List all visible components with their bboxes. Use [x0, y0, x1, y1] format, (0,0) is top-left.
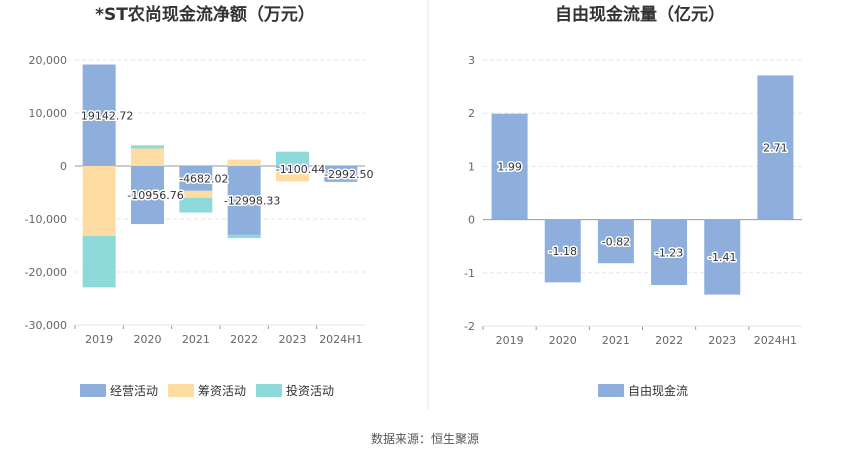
bar-free_cash_flow-2023[interactable] [704, 219, 741, 295]
bar-investing-2021[interactable] [179, 197, 213, 213]
data-label-2021: -0.82 [602, 235, 630, 248]
data-label-2022: -12998.33 [224, 194, 280, 207]
data-label-2023: -1100.44 [276, 163, 325, 176]
right-chart-legend: 自由现金流 [598, 383, 688, 398]
y-tick-label: 20,000 [29, 54, 68, 67]
bar-financing-2020[interactable] [131, 148, 164, 166]
x-tick-label: 2023 [279, 333, 307, 346]
data-label-2019: 1.99 [497, 161, 522, 174]
legend-item-operating[interactable]: 经营活动 [80, 384, 158, 398]
bar-financing-2023[interactable] [276, 171, 309, 182]
x-tick-label: 2022 [230, 333, 258, 346]
x-tick-label: 2024H1 [319, 333, 362, 346]
right-chart: 自由现金流量（亿元） 3 2 1 0 -1 -2 1.99 -1.18 -0.82 -1.23 -… [464, 4, 802, 398]
right-chart-title: 自由现金流量（亿元） [555, 4, 725, 25]
right-chart-y-axis: 3 2 1 0 -1 -2 [464, 54, 475, 333]
x-tick-label: 2020 [134, 333, 162, 346]
bar-free_cash_flow-2020[interactable] [544, 219, 581, 283]
legend-label-investing: 投资活动 [286, 383, 334, 398]
legend-label-financing: 筹资活动 [198, 384, 246, 398]
left-chart-x-axis: 2019 2020 2021 2022 2023 2024H1 [74, 324, 365, 346]
right-chart-bars [491, 75, 794, 295]
data-label-2023: -1.41 [708, 251, 736, 264]
right-chart-data-labels: 1.99 -1.18 -0.82 -1.23 -1.41 2.71 [496, 140, 789, 266]
bar-free_cash_flow-2024H1[interactable] [757, 75, 794, 220]
y-tick-label: 0 [468, 214, 475, 227]
right-chart-x-axis: 2019 2020 2021 2022 2023 2024H1 [482, 325, 802, 347]
y-tick-label: -2 [464, 320, 475, 333]
data-label-2024H1: 2.71 [763, 142, 788, 155]
x-tick-label: 2023 [708, 334, 736, 347]
legend-item-financing[interactable]: 筹资活动 [168, 384, 246, 398]
right-chart-grid [483, 59, 802, 327]
y-tick-label: -30,000 [25, 319, 67, 332]
y-tick-label: 10,000 [29, 107, 68, 120]
data-label-2019: 19142.72 [81, 109, 134, 122]
y-tick-label: -10,000 [25, 213, 67, 226]
x-tick-label: 2020 [549, 334, 577, 347]
x-tick-label: 2019 [85, 333, 113, 346]
legend-item-free-cash-flow[interactable]: 自由现金流 [598, 383, 688, 398]
bar-free_cash_flow-2022[interactable] [651, 219, 688, 286]
bar-operating-2023[interactable] [276, 166, 309, 172]
bar-operating-2021[interactable] [179, 166, 213, 191]
bar-financing-2022[interactable] [227, 159, 261, 166]
bar-investing-2020[interactable] [131, 145, 164, 149]
x-tick-label: 2019 [496, 334, 524, 347]
bar-financing-2019[interactable] [82, 166, 116, 236]
y-tick-label: 0 [60, 160, 67, 173]
data-label-2024H1: -2992.50 [324, 168, 373, 181]
legend-item-investing[interactable]: 投资活动 [256, 383, 334, 398]
left-chart-data-labels: 19142.72 -10956.76 -4682.02 -12998.33 -1100.… [79, 108, 375, 209]
x-tick-label: 2022 [655, 334, 683, 347]
data-label-2022: -1.23 [655, 246, 683, 259]
y-tick-label: -1 [464, 267, 475, 280]
bar-financing-2021[interactable] [179, 190, 213, 198]
bar-operating-2024H1[interactable] [324, 166, 358, 182]
bar-operating-2019[interactable] [82, 64, 116, 166]
y-tick-label: 3 [468, 54, 475, 67]
bar-operating-2020[interactable] [131, 166, 164, 225]
bar-investing-2023[interactable] [276, 151, 309, 166]
y-tick-label: 1 [468, 160, 475, 173]
legend-label-free-cash-flow: 自由现金流 [628, 383, 688, 398]
left-chart-y-axis: 20,000 10,000 0 -10,000 -20,000 -30,000 [25, 54, 67, 332]
data-label-2020: -10956.76 [127, 189, 183, 202]
y-tick-label: -20,000 [25, 266, 67, 279]
bar-free_cash_flow-2021[interactable] [597, 219, 634, 264]
left-chart: *ST农尚现金流净额（万元） 20,000 10,000 0 -10,000 -20,0… [25, 4, 376, 398]
y-tick-label: 2 [468, 107, 475, 120]
source-note: 数据来源：恒生聚源 [371, 431, 479, 446]
x-tick-label: 2021 [182, 333, 210, 346]
left-chart-legend: 经营活动 筹资活动 投资活动 [80, 383, 334, 398]
x-tick-label: 2024H1 [754, 334, 797, 347]
bar-investing-2019[interactable] [82, 235, 116, 288]
bar-operating-2022[interactable] [227, 166, 261, 235]
legend-label-operating: 经营活动 [110, 384, 158, 398]
left-chart-bars [82, 64, 358, 288]
bar-free_cash_flow-2019[interactable] [491, 113, 528, 220]
x-tick-label: 2021 [602, 334, 630, 347]
data-label-2020: -1.18 [549, 245, 577, 258]
left-chart-title: *ST农尚现金流净额（万元） [95, 4, 315, 25]
left-chart-grid [75, 59, 365, 326]
bar-investing-2022[interactable] [227, 234, 261, 239]
data-label-2021: -4682.02 [179, 172, 228, 185]
